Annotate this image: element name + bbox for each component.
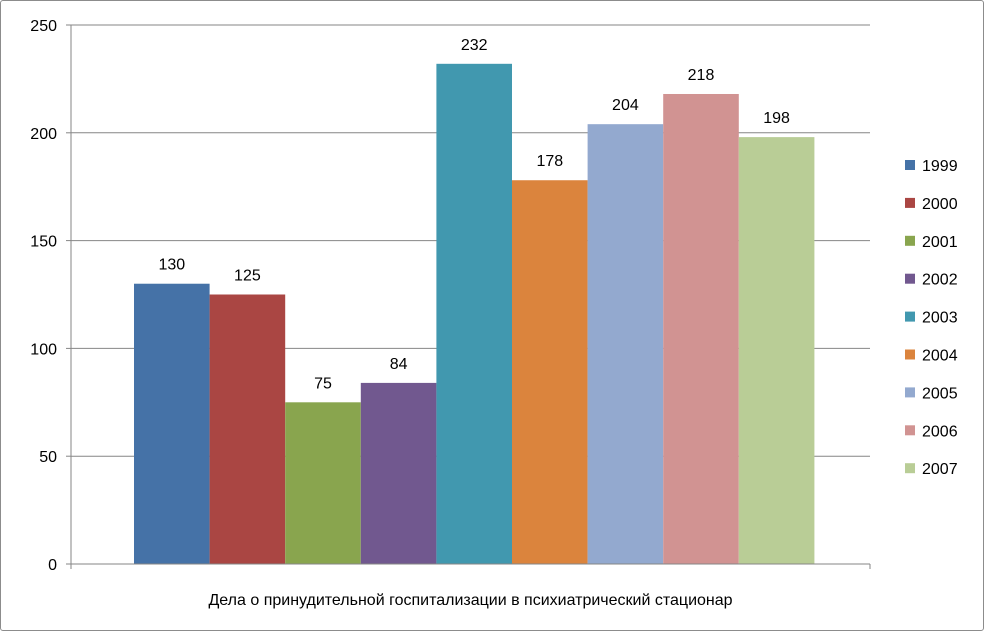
- y-tick-label: 250: [30, 18, 57, 35]
- data-labels: 130 125 75 84 232 178 204 218 198: [158, 37, 790, 392]
- data-label-2005: 204: [612, 97, 639, 114]
- data-label-2007: 198: [763, 110, 790, 127]
- bar-2000: [209, 294, 286, 564]
- data-label-2006: 218: [688, 67, 715, 84]
- axes: 0 50 100 150 200 250 Дела о принудительной гос…: [30, 18, 871, 609]
- legend-swatch-2002: [905, 273, 915, 284]
- legend-label-2001: 2001: [922, 234, 958, 251]
- legend-swatch-2005: [905, 387, 915, 398]
- y-tick-label: 0: [48, 557, 57, 574]
- data-label-2002: 84: [390, 356, 408, 373]
- legend-label-2003: 2003: [922, 310, 958, 327]
- legend-label-2002: 2002: [922, 272, 958, 289]
- bar-2003: [436, 63, 512, 565]
- legend-label-2000: 2000: [922, 196, 958, 213]
- legend-swatch-2001: [905, 235, 915, 246]
- y-tick-label: 150: [30, 234, 57, 251]
- legend-swatch-2000: [905, 197, 915, 208]
- y-tick-label: 50: [39, 449, 57, 466]
- y-tick-label: 100: [30, 341, 57, 358]
- bar-2001: [285, 402, 361, 564]
- x-category-label: Дела о принудительной госпитализации в п…: [208, 592, 732, 609]
- legend-swatch-2004: [905, 349, 915, 360]
- data-label-2001: 75: [314, 375, 332, 392]
- legend-swatch-2006: [905, 425, 915, 436]
- legend-swatch-1999: [905, 160, 915, 170]
- bar-1999: [134, 283, 210, 564]
- legend-swatch-2007: [905, 463, 915, 474]
- bar-2004: [512, 180, 588, 564]
- legend-swatch-2003: [905, 311, 915, 322]
- y-tick-label: 200: [30, 126, 57, 143]
- legend-label-2004: 2004: [922, 348, 958, 365]
- bars: [134, 63, 815, 565]
- legend-label-2006: 2006: [922, 423, 958, 440]
- data-label-2004: 178: [536, 153, 563, 170]
- legend-label-2007: 2007: [922, 461, 958, 478]
- bar-2002: [360, 382, 437, 564]
- data-label-2000: 125: [234, 268, 261, 285]
- legend: 1999 2000 2001 2002 2003 2004 2005 2006 2007: [905, 158, 958, 478]
- legend-label-2005: 2005: [922, 385, 958, 402]
- bar-2005: [587, 124, 664, 565]
- bar-2006: [663, 93, 739, 564]
- data-label-2003: 232: [461, 37, 488, 54]
- legend-label-1999: 1999: [922, 158, 958, 175]
- bar-2007: [738, 137, 815, 564]
- data-label-1999: 130: [158, 257, 185, 274]
